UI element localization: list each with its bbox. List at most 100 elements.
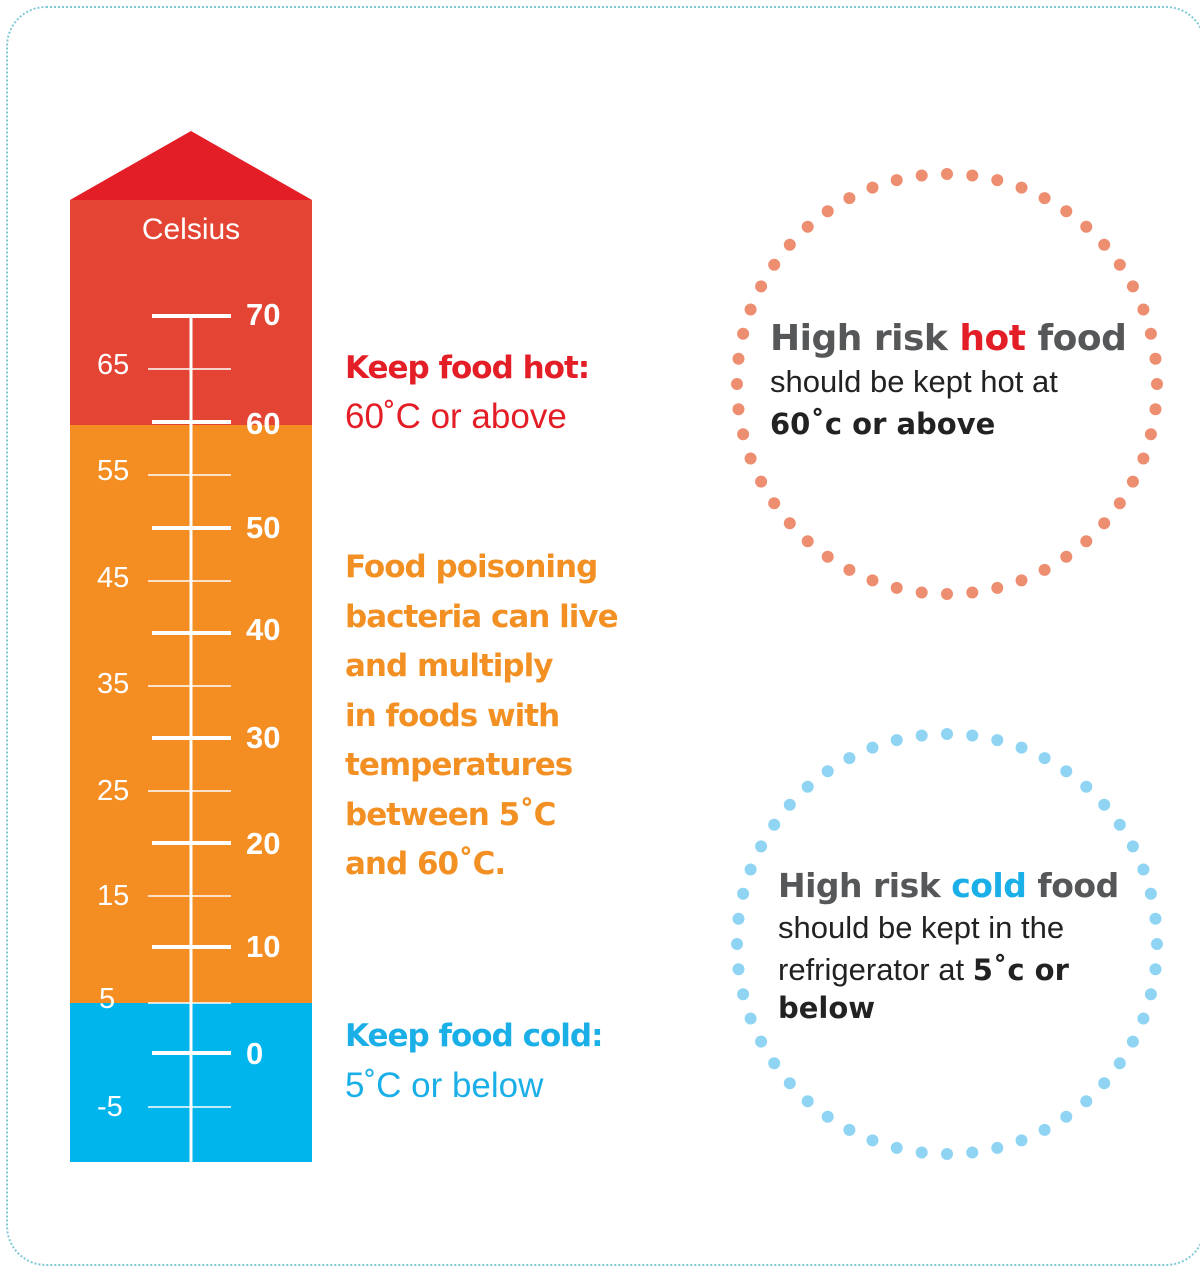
unit-label: Celsius (141, 213, 241, 246)
cold-ring-dot (843, 752, 856, 765)
cold-ring-dot (866, 741, 879, 754)
cold-ring-dot (941, 728, 953, 740)
scale-label-left: 25 (97, 775, 130, 807)
cold-ring-dot (1038, 1123, 1051, 1136)
cold-ring-dot (737, 887, 750, 900)
cold-ring-dot (744, 1012, 757, 1025)
hot-ring-dot (1113, 258, 1126, 271)
cold-ring-dot (915, 1146, 928, 1159)
hot-circle-emphasis: 60˚c or above (770, 407, 996, 441)
cold-ring-dot (890, 734, 903, 747)
cold-zone-detail: 5˚C or below (345, 1066, 544, 1105)
scale-label-left: 45 (97, 562, 130, 594)
danger-line: and multiply (345, 648, 553, 684)
cold-ring-dot (1038, 752, 1051, 765)
cold-ring-dot (866, 1134, 879, 1147)
hot-ring-dot (941, 168, 953, 180)
cold-circle-body-2: refrigerator at 5˚c or (778, 952, 1069, 987)
hot-ring-dot (890, 581, 903, 594)
danger-line: bacteria can live (345, 598, 619, 635)
cold-ring-dot (755, 1035, 768, 1048)
cold-ring-dot (1144, 988, 1157, 1001)
hot-info-circle: High risk hot food should be kept hot at… (770, 318, 1127, 441)
hot-ring-dot (1080, 535, 1093, 548)
hot-ring-dot (1038, 192, 1051, 205)
scale-label-right: 20 (246, 826, 281, 861)
cold-ring-dot (783, 798, 796, 811)
scale-label-left: 15 (97, 880, 130, 912)
cold-circle-emphasis-2: below (778, 991, 876, 1025)
danger-line: between 5˚C (345, 796, 556, 833)
hot-ring-dot (915, 586, 928, 599)
hot-ring-dot (821, 205, 834, 218)
scale-label-right: 70 (246, 297, 281, 332)
hot-ring-dot (866, 574, 879, 587)
scale-label-right: 0 (246, 1036, 264, 1071)
hot-ring-dot (732, 352, 745, 365)
hot-ring-dot (991, 581, 1004, 594)
scale-ticks (148, 314, 231, 1108)
cold-ring-dot (801, 1095, 814, 1108)
cold-ring-dot (1126, 840, 1139, 853)
cold-ring-dot (1149, 963, 1162, 976)
hot-ring-dot (737, 327, 750, 340)
danger-line: in foods with (345, 697, 560, 734)
cold-ring-dot (801, 780, 814, 793)
hot-zone-detail: 60˚C or above (345, 397, 567, 436)
cold-ring-dot (966, 1146, 979, 1159)
hot-ring-dot (1015, 574, 1028, 587)
cold-ring-dot (1137, 1012, 1150, 1025)
cold-ring-dot (1126, 1035, 1139, 1048)
hot-accent-word: hot (959, 318, 1026, 359)
cold-ring-dot (755, 840, 768, 853)
hot-ring-dot (1098, 517, 1111, 530)
cold-ring-dot (966, 729, 979, 742)
hot-ring-dot (1015, 181, 1028, 194)
danger-zone-text: Food poisoning bacteria can live and mul… (345, 543, 665, 890)
danger-line: Food poisoning (345, 549, 598, 585)
hot-circle-body: should be kept hot at (770, 364, 1058, 399)
hot-ring-dot (1149, 403, 1162, 416)
cold-circle-title: High risk cold food (778, 866, 1119, 905)
cold-ring-dot (1060, 765, 1073, 778)
danger-line: and 60˚C. (345, 846, 506, 882)
hot-ring-dot (732, 403, 745, 416)
hot-ring-dot (843, 563, 856, 576)
hot-ring-dot (1151, 378, 1163, 390)
hot-ring-dot (866, 181, 879, 194)
cold-ring-dot (1144, 887, 1157, 900)
hot-dotted-circle (731, 168, 1163, 600)
hot-ring-dot (755, 475, 768, 488)
scale-label-right: 40 (246, 612, 281, 647)
hot-ring-dot (1038, 563, 1051, 576)
hot-ring-dot (966, 169, 979, 182)
cold-accent-word: cold (951, 866, 1027, 905)
hot-ring-dot (1137, 303, 1150, 316)
hot-ring-dot (737, 428, 750, 441)
cold-ring-dot (737, 988, 750, 1001)
cold-ring-dot (1098, 798, 1111, 811)
cold-ring-dot (821, 765, 834, 778)
cold-ring-dot (1015, 1134, 1028, 1147)
hot-ring-dot (744, 303, 757, 316)
cold-ring-dot (1137, 863, 1150, 876)
hot-ring-dot (1098, 238, 1111, 251)
cold-ring-dot (732, 963, 745, 976)
cold-ring-dot (991, 1141, 1004, 1154)
cold-ring-dot (1098, 1077, 1111, 1090)
hot-ring-dot (843, 192, 856, 205)
hot-ring-dot (821, 550, 834, 563)
up-arrow-head (70, 131, 312, 200)
scale-label-right: 60 (246, 406, 281, 441)
cold-info-circle: High risk cold food should be kept in th… (778, 866, 1119, 1025)
hot-ring-dot (1060, 550, 1073, 563)
cold-ring-dot (1060, 1110, 1073, 1123)
hot-ring-dot (783, 517, 796, 530)
cold-ring-dot (821, 1110, 834, 1123)
cold-ring-dot (744, 863, 757, 876)
cold-dotted-circle (731, 728, 1163, 1160)
hot-ring-dot (768, 497, 781, 510)
hot-ring-dot (755, 280, 768, 293)
hot-ring-dot (1060, 205, 1073, 218)
